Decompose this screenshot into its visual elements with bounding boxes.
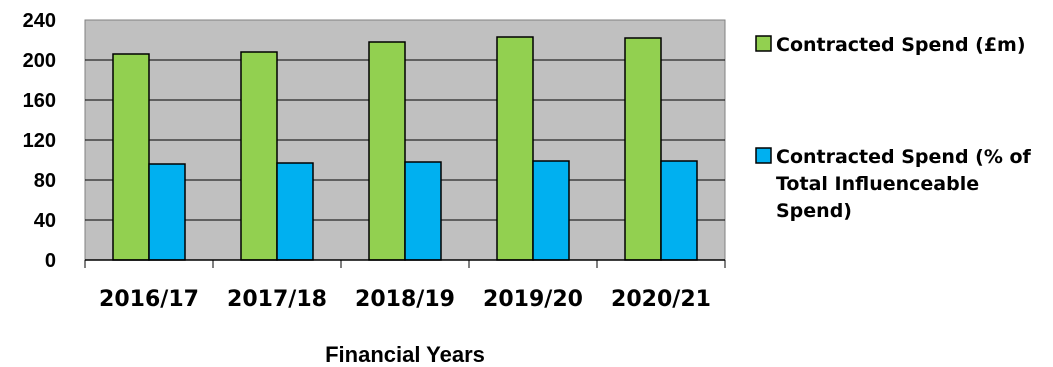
bar-contracted-spend-m (496, 36, 534, 261)
x-axis-title: Financial Years (325, 342, 485, 367)
y-tick-label: 0 (45, 250, 56, 272)
bar-contracted-spend-pct (148, 163, 186, 261)
x-tick-label: 2018/19 (355, 287, 455, 312)
legend: Contracted Spend (£m) Contracted Spend (%… (755, 34, 1032, 222)
legend-label-line: Contracted Spend (£m) (776, 34, 1026, 56)
y-axis: 0 40 80 120 160 200 240 (23, 10, 56, 272)
y-tick-label: 120 (23, 130, 56, 152)
bar-contracted-spend-m (368, 41, 406, 261)
y-tick-label: 40 (34, 210, 56, 232)
legend-label-line: Spend) (776, 200, 852, 222)
y-tick-label: 200 (23, 50, 56, 72)
x-tick-label: 2019/20 (483, 287, 583, 312)
legend-label-line: Total Influenceable (776, 173, 979, 195)
bar-contracted-spend-m (112, 53, 150, 261)
x-tick-label: 2020/21 (611, 287, 711, 312)
bars (112, 36, 698, 261)
y-tick-label: 240 (23, 10, 56, 32)
y-tick-label: 160 (23, 90, 56, 112)
x-tick-label: 2017/18 (227, 287, 327, 312)
y-tick-label: 80 (34, 170, 56, 192)
bar-contracted-spend-pct (276, 162, 314, 261)
x-tick-label: 2016/17 (99, 287, 199, 312)
bar-contracted-spend-m (240, 51, 278, 261)
legend-label: Contracted Spend (% of Total Influenceabl… (776, 146, 1032, 222)
bar-contracted-spend-pct (660, 160, 698, 261)
bar-contracted-spend-m (624, 37, 662, 261)
legend-swatch (755, 35, 772, 52)
bar-contracted-spend-pct (404, 161, 442, 261)
bar-contracted-spend-pct (532, 160, 570, 261)
legend-swatch (755, 147, 772, 164)
legend-label: Contracted Spend (£m) (776, 34, 1026, 56)
legend-label-line: Contracted Spend (% of (776, 146, 1032, 168)
x-axis: 2016/17 2017/18 2018/19 2019/20 2020/21 (84, 259, 726, 312)
